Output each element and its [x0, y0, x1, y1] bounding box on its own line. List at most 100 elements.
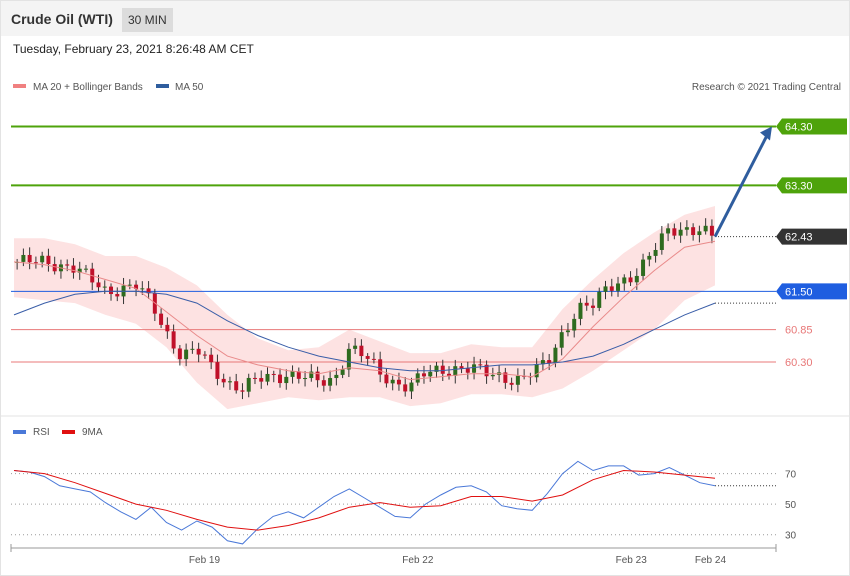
candle-body [340, 369, 345, 375]
legend-rsi-label: RSI [33, 427, 50, 438]
candle-body [503, 372, 508, 383]
candle-body [697, 231, 702, 236]
level-tag-64.30 [776, 118, 847, 135]
candle-body [672, 228, 677, 236]
candlesticks [15, 218, 714, 400]
candle-body [359, 345, 364, 357]
candle-body [578, 302, 583, 319]
candle-body [46, 255, 51, 265]
candle-body [434, 365, 439, 372]
candle-body [315, 371, 320, 381]
last-price-label: 62.43 [785, 232, 813, 244]
candle-body [102, 286, 107, 288]
candle-body [565, 330, 570, 333]
rsi-grid-label-50: 50 [785, 500, 797, 511]
candle-body [202, 354, 207, 356]
candle-body [415, 373, 420, 383]
candle-body [709, 225, 714, 236]
candle-body [227, 381, 232, 383]
candle-body [52, 264, 57, 272]
candle-body [334, 374, 339, 379]
candle-body [472, 364, 477, 373]
candle-body [465, 368, 470, 373]
bollinger-band-area [14, 206, 715, 410]
legend-9ma-swatch [62, 430, 75, 434]
candle-body [666, 228, 671, 234]
x-tick-feb-19: Feb 19 [189, 555, 221, 566]
candle-body [96, 282, 101, 288]
candle-body [515, 375, 520, 385]
candle-body [171, 331, 176, 349]
candle-body [109, 286, 114, 295]
price-labels: 64.30 63.30 61.50 60.85 60.30 62.43 [776, 118, 847, 369]
candle-body [478, 364, 483, 366]
candle-body [584, 302, 589, 306]
candle-body [616, 283, 621, 291]
candle-body [421, 373, 426, 377]
candle-body [83, 268, 88, 270]
candle-body [572, 318, 577, 331]
candle-body [678, 229, 683, 236]
candle-body [534, 364, 539, 378]
candle-body [597, 291, 602, 308]
x-tick-feb-24: Feb 24 [695, 555, 727, 566]
candle-body [265, 373, 270, 382]
x-tick-feb-22: Feb 22 [402, 555, 434, 566]
legend-rsi-swatch [13, 430, 26, 434]
candle-body [459, 366, 464, 369]
instrument-title: Crude Oil (WTI) [11, 11, 113, 27]
rsi-line [13, 460, 716, 545]
legend-ma50-label: MA 50 [175, 82, 204, 93]
candle-body [509, 382, 514, 385]
candle-body [196, 348, 201, 355]
candle-body [303, 378, 308, 380]
candle-body [453, 366, 458, 376]
level-label-60.30: 60.30 [785, 357, 813, 369]
candle-body [159, 313, 164, 325]
candle-body [365, 356, 370, 359]
candle-body [428, 371, 433, 377]
candle-body [165, 324, 170, 332]
level-tag-61.50 [776, 283, 847, 300]
candle-body [634, 275, 639, 283]
candle-body [628, 277, 633, 283]
legend-ma20-label: MA 20 + Bollinger Bands [33, 82, 143, 93]
candle-body [190, 348, 195, 350]
candle-body [622, 277, 627, 284]
header-bar: Crude Oil (WTI) 30 MIN [1, 1, 849, 36]
candle-body [403, 384, 408, 392]
candle-body [309, 371, 314, 379]
candle-body [390, 379, 395, 384]
rsi-panel: 70 50 30 [11, 460, 797, 545]
candle-body [278, 374, 283, 384]
candle-body [547, 360, 552, 364]
rsi-ma-line [13, 469, 716, 531]
candle-body [140, 288, 145, 290]
candle-body [484, 364, 489, 377]
forecast-arrow-shaft [713, 132, 770, 238]
candle-body [653, 249, 658, 256]
candle-body [440, 365, 445, 374]
interval-badge[interactable]: 30 MIN [122, 8, 173, 32]
x-axis: Feb 19 Feb 22 Feb 23 Feb 24 [10, 544, 777, 566]
bollinger-bands [14, 206, 715, 410]
candle-body [209, 354, 214, 363]
candle-body [21, 254, 26, 262]
candle-body [384, 374, 389, 384]
candle-body [271, 373, 276, 375]
candle-body [641, 259, 646, 276]
moving-averages [13, 240, 716, 381]
level-tag-63.30 [776, 177, 847, 194]
candle-body [77, 268, 82, 273]
candle-body [378, 359, 383, 375]
candle-body [240, 390, 245, 392]
candle-body [691, 227, 696, 236]
candle-body [609, 286, 614, 291]
candle-body [353, 345, 358, 349]
candle-body [246, 377, 251, 392]
candle-body [684, 227, 689, 230]
ma20-line [13, 240, 716, 381]
candle-body [321, 380, 326, 386]
candle-body [371, 358, 376, 360]
candle-body [590, 305, 595, 308]
